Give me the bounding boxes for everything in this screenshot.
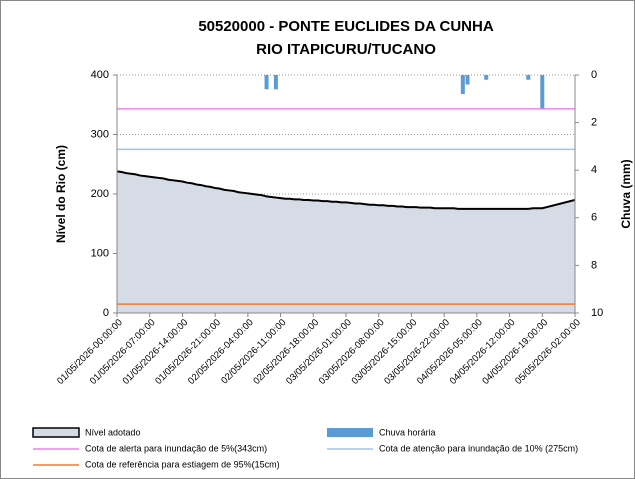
legend-swatch (327, 428, 373, 437)
y-tick-label: 200 (91, 188, 109, 200)
y2-tick-label: 0 (591, 69, 597, 81)
legend-swatch (32, 427, 80, 438)
rain-bar (460, 75, 465, 95)
y2-tick-label: 10 (591, 307, 603, 319)
level-area (117, 171, 575, 313)
legend-label: Cota de alerta para inundação de 5%(343c… (85, 443, 267, 453)
legend-label: Cota de referência para estiagem de 95%(… (85, 459, 280, 469)
y2-tick-label: 2 (591, 117, 597, 129)
legend-label: Nível adotado (85, 427, 141, 437)
legend-label: Cota de atenção para inundação de 10% (2… (379, 443, 578, 453)
legend-label: Chuva horária (379, 427, 436, 437)
level-line (116, 170, 576, 210)
y-tick-label: 400 (91, 69, 109, 81)
y2-axis-title: Chuva (mm) (619, 159, 633, 228)
y-axis-title: Nível do Rio (cm) (54, 145, 68, 243)
rain-bar (465, 75, 470, 85)
y2-tick-label: 8 (591, 259, 597, 271)
y-tick-label: 300 (91, 128, 109, 140)
rain-bar (526, 75, 531, 80)
rain-bar (540, 75, 545, 109)
rain-bar (264, 75, 269, 90)
chart-subtitle: RIO ITAPICURU/TUCANO (256, 41, 436, 58)
chart-title: 50520000 - PONTE EUCLIDES DA CUNHA (198, 18, 494, 35)
rain-bar (484, 75, 489, 80)
y2-tick-label: 6 (591, 212, 597, 224)
y2-tick-label: 4 (591, 164, 597, 176)
y-tick-label: 0 (103, 307, 109, 319)
y-tick-label: 100 (91, 247, 109, 259)
rain-bar (273, 75, 278, 90)
